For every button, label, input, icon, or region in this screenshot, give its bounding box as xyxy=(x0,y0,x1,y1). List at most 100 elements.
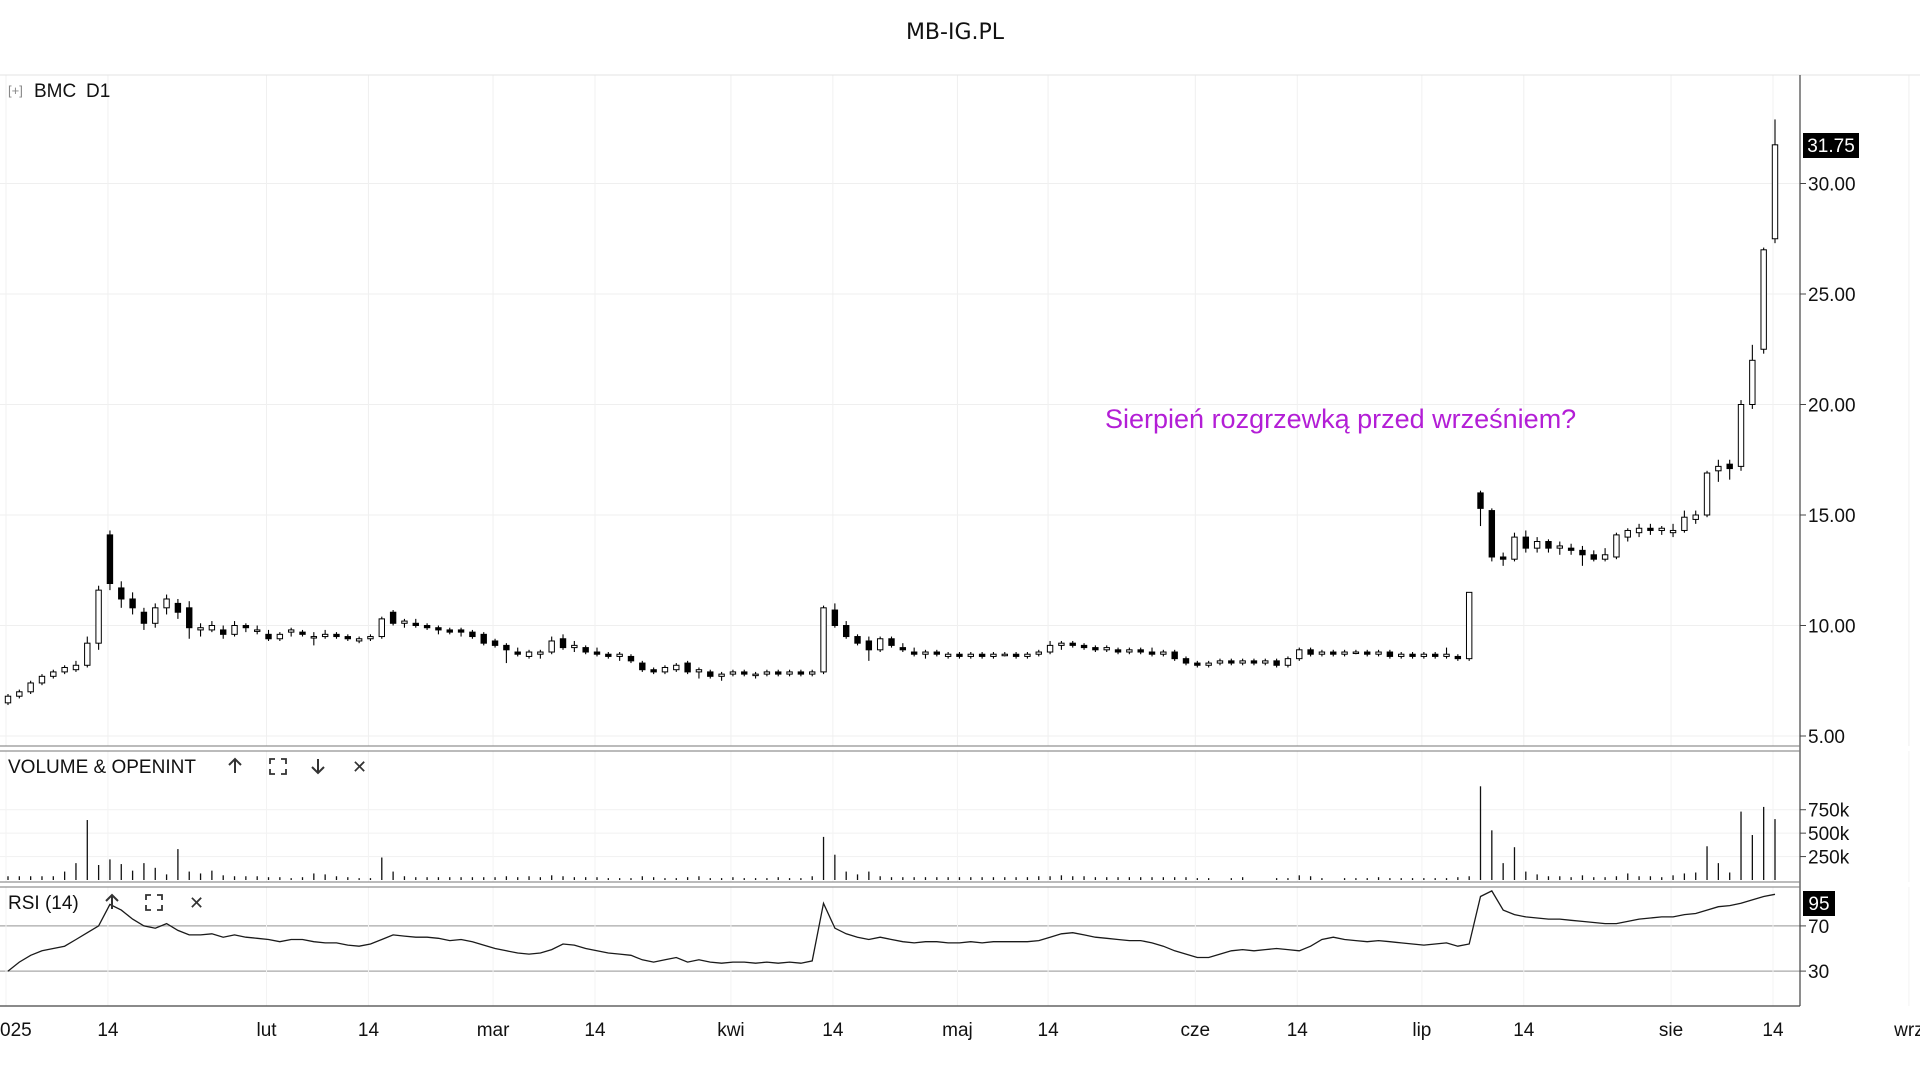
expand-toggle-icon[interactable]: [+] xyxy=(8,83,23,98)
candle xyxy=(1533,537,1541,553)
candle-body xyxy=(1046,644,1054,653)
expand-icon[interactable] xyxy=(145,894,163,911)
candle xyxy=(1590,550,1597,562)
volume-grid xyxy=(0,751,1910,882)
candle-body xyxy=(197,627,204,631)
price-tick-label: 10.00 xyxy=(1808,617,1856,638)
candle xyxy=(1160,649,1167,657)
candle-body xyxy=(865,640,873,651)
candle-body xyxy=(605,653,612,657)
candle xyxy=(1046,640,1054,655)
candle-body xyxy=(1590,554,1597,560)
candle xyxy=(1137,647,1144,655)
candle-body xyxy=(944,653,952,657)
candle-body xyxy=(1477,492,1484,509)
candle-body xyxy=(333,633,340,638)
close-icon[interactable]: ✕ xyxy=(352,757,367,777)
candle-body xyxy=(1058,642,1065,646)
candle xyxy=(865,636,873,661)
candle-body xyxy=(763,671,771,675)
candle xyxy=(707,669,714,679)
candle xyxy=(446,627,453,635)
candle xyxy=(1692,510,1699,524)
price-candles xyxy=(4,119,1779,706)
candle xyxy=(548,636,555,655)
candle xyxy=(1307,647,1314,657)
candle xyxy=(956,652,963,659)
candle xyxy=(1613,532,1620,560)
expand-icon[interactable] xyxy=(269,758,287,775)
candle xyxy=(378,616,385,639)
candle xyxy=(1012,652,1020,659)
x-tick-label: 14 xyxy=(1038,1020,1060,1041)
candle xyxy=(1703,470,1711,518)
candle xyxy=(1035,649,1042,657)
candle-body xyxy=(367,636,374,640)
x-tick-label: kwi xyxy=(717,1020,744,1041)
candle xyxy=(1488,508,1496,562)
candle xyxy=(1465,591,1473,661)
candle xyxy=(1058,640,1065,650)
y-axis-labels: 5.00 10.00 15.00 20.00 25.00 30.00 250k 500k750… xyxy=(1800,175,1856,983)
candle xyxy=(1545,539,1552,553)
candle-body xyxy=(321,633,329,638)
candle xyxy=(639,660,646,672)
candle-body xyxy=(208,625,216,631)
candle xyxy=(1080,643,1088,650)
main-grid xyxy=(0,75,1910,746)
candle xyxy=(1171,649,1178,661)
candle-body xyxy=(1692,514,1699,520)
candle-body xyxy=(1364,651,1371,655)
candle-body xyxy=(1613,534,1620,558)
candle xyxy=(695,667,703,679)
candle xyxy=(1771,119,1779,244)
candle xyxy=(61,665,68,675)
candle xyxy=(16,689,23,699)
candle xyxy=(1194,660,1201,668)
candle xyxy=(84,636,91,668)
candle-body xyxy=(1681,516,1688,531)
candle xyxy=(537,649,544,659)
candle xyxy=(163,594,170,615)
candle xyxy=(1715,459,1722,482)
main-panel-header: [+] BMC D1 xyxy=(8,81,110,102)
rsi-value-badge xyxy=(1803,891,1835,916)
candle-body xyxy=(1749,359,1756,405)
candle-body xyxy=(1499,556,1507,560)
candle xyxy=(95,585,102,650)
candle xyxy=(72,660,80,672)
candle xyxy=(231,621,238,637)
candle xyxy=(480,632,487,646)
candle xyxy=(321,629,329,639)
candle-body xyxy=(1205,662,1212,666)
candle xyxy=(106,530,114,591)
candle-body xyxy=(457,629,465,633)
candle xyxy=(265,629,272,641)
arrow-down-icon[interactable] xyxy=(311,759,325,775)
candle xyxy=(763,669,771,677)
candle xyxy=(469,629,476,639)
candle-body xyxy=(876,638,884,651)
candle-body xyxy=(922,651,929,655)
candle-body xyxy=(220,629,227,635)
candle xyxy=(922,649,929,659)
candle-body xyxy=(389,611,397,624)
arrow-up-icon[interactable] xyxy=(105,893,119,909)
candle xyxy=(1126,647,1133,655)
candle-body xyxy=(1715,465,1722,472)
candle-body xyxy=(1635,527,1643,534)
candle xyxy=(1454,654,1462,661)
candle-body xyxy=(1352,651,1360,655)
candle-body xyxy=(571,644,578,649)
candle xyxy=(1205,660,1212,668)
candle-body xyxy=(1296,649,1303,660)
candle xyxy=(752,671,759,679)
arrow-up-icon[interactable] xyxy=(228,757,242,773)
candle-body xyxy=(1771,144,1779,240)
candle xyxy=(27,680,34,695)
candle xyxy=(1228,658,1235,666)
candle-body xyxy=(1522,536,1530,549)
candle-body xyxy=(1398,653,1405,657)
x-tick-label: 14 xyxy=(97,1020,119,1041)
close-icon[interactable]: ✕ xyxy=(189,893,204,913)
